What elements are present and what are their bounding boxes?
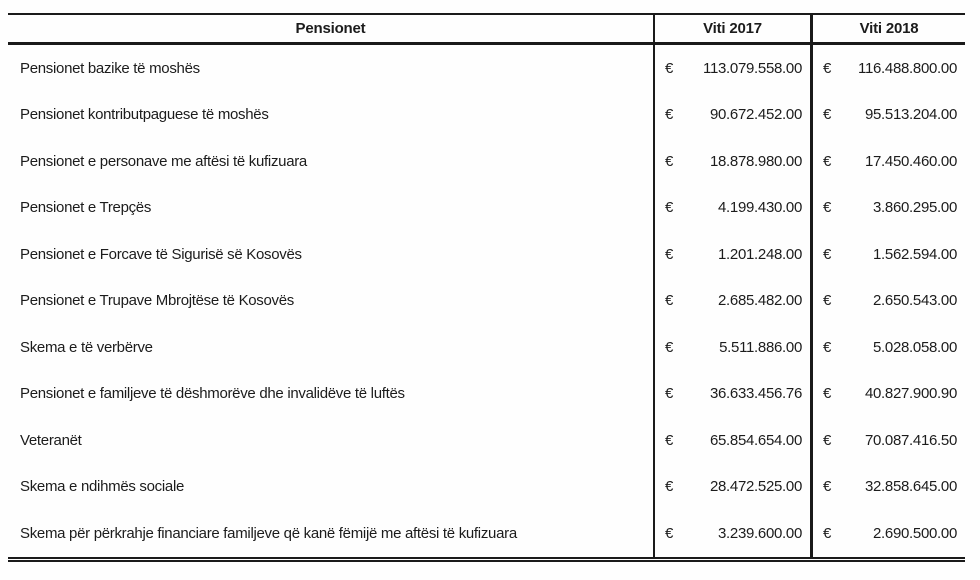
amount-2018: 2.690.500.00 <box>873 524 957 542</box>
row-label: Pensionet kontributpaguese të moshës <box>20 106 269 124</box>
euro-symbol: € <box>665 59 674 77</box>
value-2017: € 3.239.600.00 <box>653 510 810 557</box>
row-label: Veteranët <box>20 431 82 449</box>
euro-symbol: € <box>823 292 832 310</box>
amount-2018: 95.513.204.00 <box>864 106 957 124</box>
amount-2017: 2.685.482.00 <box>718 292 802 310</box>
row-label: Pensionet e Forcave të Sigurisë së Kosov… <box>20 245 302 263</box>
row-label: Pensionet e Trupave Mbrojtëse të Kosovës <box>20 292 294 310</box>
euro-symbol: € <box>665 478 674 496</box>
amount-2018: 70.087.416.50 <box>864 431 957 449</box>
value-2018: € 95.513.204.00 <box>810 91 965 138</box>
amount-2018: 5.028.058.00 <box>873 338 957 356</box>
value-2018: € 2.690.500.00 <box>810 510 965 557</box>
amount-2018: 116.488.800.00 <box>858 59 957 77</box>
table-row: Pensionet e personave me aftësi të kufiz… <box>8 138 965 185</box>
header-viti-2018: Viti 2018 <box>810 15 965 42</box>
euro-symbol: € <box>665 338 674 356</box>
amount-2018: 1.562.594.00 <box>873 245 957 263</box>
amount-2017: 18.878.980.00 <box>709 152 802 170</box>
euro-symbol: € <box>665 292 674 310</box>
amount-2017: 28.472.525.00 <box>709 478 802 496</box>
row-label: Pensionet e personave me aftësi të kufiz… <box>20 152 307 170</box>
value-2017: € 4.199.430.00 <box>653 184 810 231</box>
value-2018: € 70.087.416.50 <box>810 417 965 464</box>
amount-2018: 2.650.543.00 <box>873 292 957 310</box>
euro-symbol: € <box>823 524 832 542</box>
amount-2017: 65.854.654.00 <box>709 431 802 449</box>
table-header-row: Pensionet Viti 2017 Viti 2018 <box>8 15 965 45</box>
value-2017: € 113.079.558.00 <box>653 45 810 92</box>
amount-2018: 32.858.645.00 <box>864 478 957 496</box>
value-2017: € 2.685.482.00 <box>653 277 810 324</box>
value-2017: € 1.201.248.00 <box>653 231 810 278</box>
table-row: Skema e të verbërve € 5.511.886.00 € 5.0… <box>8 324 965 371</box>
amount-2017: 5.511.886.00 <box>719 338 802 356</box>
euro-symbol: € <box>665 152 674 170</box>
euro-symbol: € <box>823 385 832 403</box>
table-row: Pensionet bazike të moshës € 113.079.558… <box>8 45 965 92</box>
header-pensionet: Pensionet <box>295 20 366 37</box>
row-label: Skema e ndihmës sociale <box>20 478 185 496</box>
euro-symbol: € <box>823 478 832 496</box>
table-row: Pensionet e Trupave Mbrojtëse të Kosovës… <box>8 277 965 324</box>
euro-symbol: € <box>665 199 674 217</box>
value-2018: € 3.860.295.00 <box>810 184 965 231</box>
table-row: Pensionet e familjeve të dëshmorëve dhe … <box>8 370 965 417</box>
euro-symbol: € <box>823 338 832 356</box>
value-2017: € 65.854.654.00 <box>653 417 810 464</box>
amount-2017: 3.239.600.00 <box>718 524 802 542</box>
euro-symbol: € <box>823 199 832 217</box>
table-row: Pensionet e Forcave të Sigurisë së Kosov… <box>8 231 965 278</box>
table-row: Skema e ndihmës sociale € 28.472.525.00 … <box>8 463 965 510</box>
table-row: Pensionet kontributpaguese të moshës € 9… <box>8 91 965 138</box>
row-label: Pensionet bazike të moshës <box>20 59 200 77</box>
amount-2018: 3.860.295.00 <box>873 199 957 217</box>
value-2017: € 36.633.456.76 <box>653 370 810 417</box>
euro-symbol: € <box>665 385 674 403</box>
value-2018: € 40.827.900.90 <box>810 370 965 417</box>
row-label: Pensionet e familjeve të dëshmorëve dhe … <box>20 385 405 403</box>
euro-symbol: € <box>665 524 674 542</box>
value-2018: € 32.858.645.00 <box>810 463 965 510</box>
amount-2018: 40.827.900.90 <box>864 385 957 403</box>
header-viti-2017: Viti 2017 <box>653 15 810 42</box>
row-label: Skema për përkrahje financiare familjeve… <box>20 524 517 542</box>
row-label: Skema e të verbërve <box>20 338 153 356</box>
value-2018: € 1.562.594.00 <box>810 231 965 278</box>
euro-symbol: € <box>823 59 832 77</box>
euro-symbol: € <box>665 106 674 124</box>
row-label: Pensionet e Trepçës <box>20 199 152 217</box>
value-2018: € 2.650.543.00 <box>810 277 965 324</box>
amount-2017: 36.633.456.76 <box>709 385 802 403</box>
euro-symbol: € <box>823 152 832 170</box>
euro-symbol: € <box>823 245 832 263</box>
value-2017: € 90.672.452.00 <box>653 91 810 138</box>
table-row: Pensionet e Trepçës € 4.199.430.00 € 3.8… <box>8 184 965 231</box>
euro-symbol: € <box>665 431 674 449</box>
value-2018: € 116.488.800.00 <box>810 45 965 92</box>
value-2018: € 17.450.460.00 <box>810 138 965 185</box>
euro-symbol: € <box>823 431 832 449</box>
amount-2017: 90.672.452.00 <box>709 106 802 124</box>
value-2017: € 5.511.886.00 <box>653 324 810 371</box>
euro-symbol: € <box>665 245 674 263</box>
amount-2017: 1.201.248.00 <box>718 245 802 263</box>
table-row: Skema për përkrahje financiare familjeve… <box>8 510 965 557</box>
table-row: Veteranët € 65.854.654.00 € 70.087.416.5… <box>8 417 965 464</box>
amount-2017: 4.199.430.00 <box>718 199 802 217</box>
value-2017: € 18.878.980.00 <box>653 138 810 185</box>
value-2018: € 5.028.058.00 <box>810 324 965 371</box>
euro-symbol: € <box>823 106 832 124</box>
pensions-table: Pensionet Viti 2017 Viti 2018 Pensionet … <box>8 13 965 562</box>
value-2017: € 28.472.525.00 <box>653 463 810 510</box>
amount-2017: 113.079.558.00 <box>703 59 802 77</box>
amount-2018: 17.450.460.00 <box>864 152 957 170</box>
